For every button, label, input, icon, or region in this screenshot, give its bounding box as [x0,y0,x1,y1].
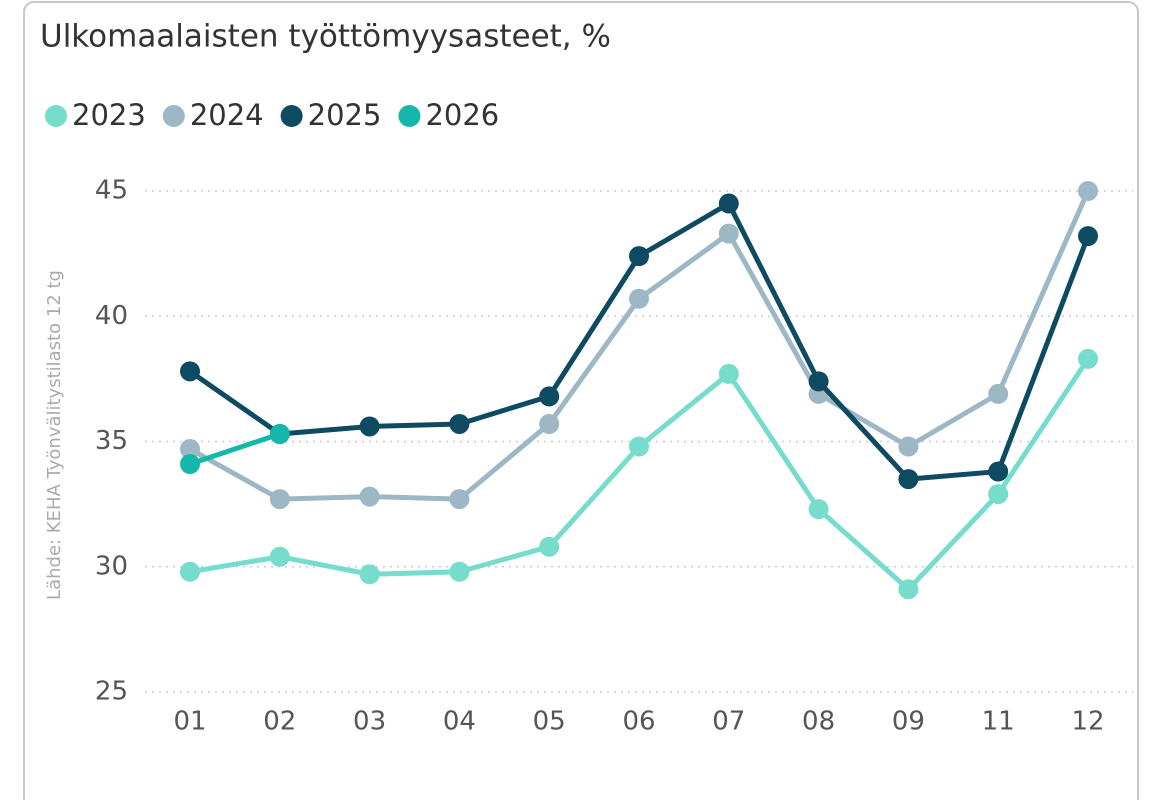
data-point [449,413,470,434]
legend-label: 2026 [425,98,499,132]
y-tick-label: 45 [95,176,128,206]
data-point [1078,348,1098,369]
y-tick-label: 40 [95,301,128,331]
data-point [539,413,560,434]
legend-marker [162,105,185,127]
x-tick-label: 04 [443,707,476,737]
x-tick-label: 03 [353,707,386,737]
data-point [269,423,290,444]
y-tick-label: 25 [95,677,128,707]
data-point [988,383,1009,404]
data-point [180,561,200,582]
x-tick-label: 12 [1071,707,1104,737]
y-axis-label: Lähde: KEHA Työnvälitystilasto 12 tg [44,270,65,600]
x-tick-label: 08 [802,707,835,737]
data-point [539,386,560,407]
data-point [269,489,290,510]
x-tick-label: 05 [533,707,566,737]
data-point [718,363,739,384]
data-point [718,223,739,244]
data-point [359,564,380,585]
card [23,1,1139,800]
data-point [539,536,560,557]
x-tick-label: 02 [263,707,296,737]
data-point [718,193,739,214]
data-point [180,439,200,460]
data-point [808,499,829,520]
data-point [180,361,200,382]
data-point [449,561,470,582]
data-point [629,288,649,309]
legend-marker [45,105,67,127]
x-tick-label: 01 [173,707,206,737]
data-point [808,371,829,392]
legend-marker [398,105,421,127]
y-tick-label: 30 [95,551,128,581]
data-point [988,461,1009,482]
legend-label: 2023 [72,98,146,132]
legend-marker [280,105,303,127]
legend-label: 2025 [308,98,382,132]
data-point [359,416,380,437]
x-tick-label: 07 [712,707,745,737]
x-tick-label: 09 [892,707,925,737]
data-point [898,469,919,490]
data-point [359,486,380,507]
legend-label: 2024 [190,98,264,132]
data-point [988,484,1009,505]
chart-title: Ulkomaalaisten työttömyysasteet, % [40,19,611,55]
x-tick-label: 11 [982,707,1015,737]
y-tick-label: 35 [95,426,128,456]
data-point [269,546,290,567]
data-point [629,436,649,457]
data-point [449,489,470,510]
data-point [1078,226,1098,247]
data-point [180,454,200,475]
data-point [898,436,919,457]
series-line [189,431,281,467]
x-tick-label: 06 [622,707,655,737]
data-point [629,246,649,267]
data-point [898,579,919,600]
data-point [1078,181,1098,201]
